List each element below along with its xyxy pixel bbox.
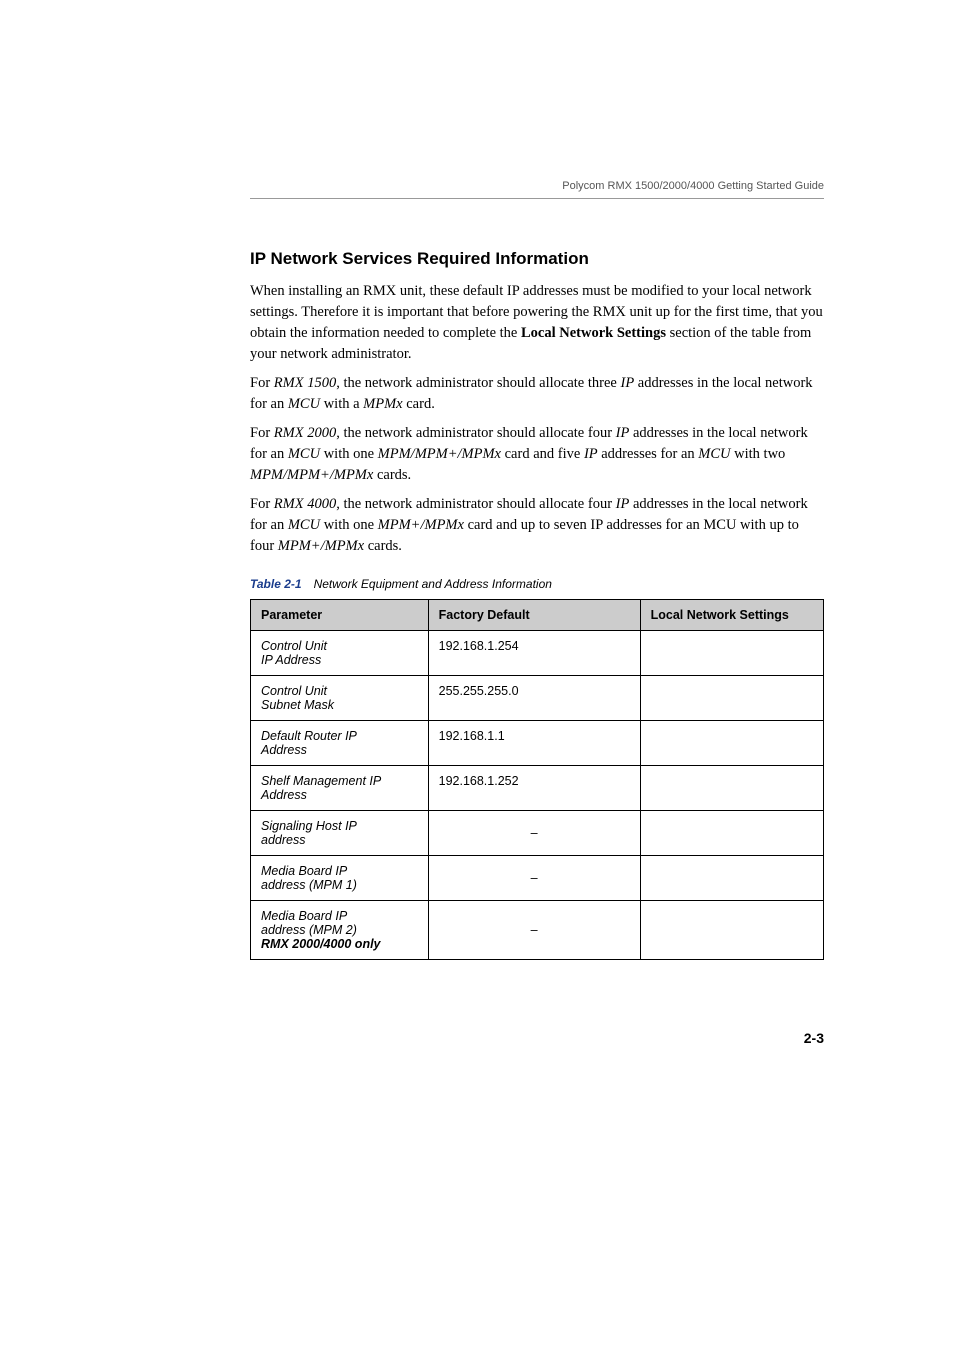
pa: Media Board IP xyxy=(261,864,347,878)
p3i6: MCU xyxy=(698,446,730,462)
pb: Address xyxy=(261,743,307,757)
p4d: with one xyxy=(320,517,378,533)
cell-local xyxy=(640,901,823,960)
header-rule xyxy=(250,198,824,199)
cell-local xyxy=(640,766,823,811)
table-caption: Table 2-1 Network Equipment and Address I… xyxy=(250,577,824,591)
cell-local xyxy=(640,676,823,721)
cell-default: 192.168.1.252 xyxy=(428,766,640,811)
th-parameter: Parameter xyxy=(251,600,429,631)
pa: Control Unit xyxy=(261,684,327,698)
pa: Shelf Management IP xyxy=(261,774,381,788)
cell-default: 255.255.255.0 xyxy=(428,676,640,721)
table-number: Table 2-1 xyxy=(250,577,302,591)
cell-default: – xyxy=(428,901,640,960)
p3a: For xyxy=(250,425,274,441)
pb: IP Address xyxy=(261,653,321,667)
table-row: Control Unit Subnet Mask 255.255.255.0 xyxy=(251,676,824,721)
cell-param: Control Unit Subnet Mask xyxy=(251,676,429,721)
th-factory-default: Factory Default xyxy=(428,600,640,631)
para-3: For RMX 2000, the network administrator … xyxy=(250,423,824,486)
p4i5: MPM+/MPMx xyxy=(278,538,364,554)
p3h: cards. xyxy=(373,467,411,483)
p2i2: IP xyxy=(620,375,634,391)
p3i5: IP xyxy=(584,446,598,462)
cell-param: Control Unit IP Address xyxy=(251,631,429,676)
p3i4: MPM/MPM+/MPMx xyxy=(378,446,501,462)
pb: address (MPM 2) xyxy=(261,923,357,937)
p4f: cards. xyxy=(364,538,402,554)
pb: Address xyxy=(261,788,307,802)
p2a: For xyxy=(250,375,274,391)
table-head: Parameter Factory Default Local Network … xyxy=(251,600,824,631)
p2e: card. xyxy=(403,396,435,412)
p2i3: MCU xyxy=(288,396,320,412)
table-row: Media Board IP address (MPM 2) RMX 2000/… xyxy=(251,901,824,960)
para-2: For RMX 1500, the network administrator … xyxy=(250,373,824,415)
p3i2: IP xyxy=(616,425,630,441)
cell-local xyxy=(640,856,823,901)
header: Polycom RMX 1500/2000/4000 Getting Start… xyxy=(250,180,824,199)
pb: Subnet Mask xyxy=(261,698,334,712)
cell-default: – xyxy=(428,856,640,901)
p2d: with a xyxy=(320,396,363,412)
cell-default: – xyxy=(428,811,640,856)
p4i3: MCU xyxy=(288,517,320,533)
p3i7: MPM/MPM+/MPMx xyxy=(250,467,373,483)
table-body: Control Unit IP Address 192.168.1.254 Co… xyxy=(251,631,824,960)
pb: address xyxy=(261,833,305,847)
page-number: 2-3 xyxy=(250,1030,824,1046)
network-table: Parameter Factory Default Local Network … xyxy=(250,599,824,960)
p4i4: MPM+/MPMx xyxy=(378,517,464,533)
p2b: , the network administrator should alloc… xyxy=(336,375,620,391)
p3d: with one xyxy=(320,446,378,462)
cell-param: Media Board IP address (MPM 2) RMX 2000/… xyxy=(251,901,429,960)
pb: address (MPM 1) xyxy=(261,878,357,892)
doc-title: Polycom RMX 1500/2000/4000 Getting Start… xyxy=(250,180,824,192)
p3f: addresses for an xyxy=(598,446,699,462)
table-title: Network Equipment and Address Informatio… xyxy=(314,577,552,591)
cell-local xyxy=(640,631,823,676)
cell-param: Signaling Host IP address xyxy=(251,811,429,856)
pa: Control Unit xyxy=(261,639,327,653)
para1-bold: Local Network Settings xyxy=(521,325,666,341)
section-heading: IP Network Services Required Information xyxy=(250,249,824,269)
p4a: For xyxy=(250,496,274,512)
p3b: , the network administrator should alloc… xyxy=(336,425,615,441)
p3i1: RMX 2000 xyxy=(274,425,336,441)
cell-local xyxy=(640,721,823,766)
p2i4: MPMx xyxy=(363,396,402,412)
table-row: Signaling Host IP address – xyxy=(251,811,824,856)
p3i3: MCU xyxy=(288,446,320,462)
table-header-row: Parameter Factory Default Local Network … xyxy=(251,600,824,631)
p4b: , the network administrator should alloc… xyxy=(336,496,615,512)
table-row: Media Board IP address (MPM 1) – xyxy=(251,856,824,901)
cell-param: Default Router IP Address xyxy=(251,721,429,766)
p4i2: IP xyxy=(616,496,630,512)
pc: RMX 2000/4000 only xyxy=(261,937,381,951)
p4i1: RMX 4000 xyxy=(274,496,336,512)
pa: Signaling Host IP xyxy=(261,819,357,833)
cell-local xyxy=(640,811,823,856)
p2i1: RMX 1500 xyxy=(274,375,336,391)
pa: Media Board IP xyxy=(261,909,347,923)
para-1: When installing an RMX unit, these defau… xyxy=(250,281,824,365)
para-4: For RMX 4000, the network administrator … xyxy=(250,494,824,557)
th-local-network: Local Network Settings xyxy=(640,600,823,631)
table-row: Shelf Management IP Address 192.168.1.25… xyxy=(251,766,824,811)
table-row: Control Unit IP Address 192.168.1.254 xyxy=(251,631,824,676)
cell-param: Media Board IP address (MPM 1) xyxy=(251,856,429,901)
p3e: card and five xyxy=(501,446,584,462)
cell-default: 192.168.1.1 xyxy=(428,721,640,766)
pa: Default Router IP xyxy=(261,729,357,743)
cell-param: Shelf Management IP Address xyxy=(251,766,429,811)
table-row: Default Router IP Address 192.168.1.1 xyxy=(251,721,824,766)
p3g: with two xyxy=(731,446,786,462)
page-container: Polycom RMX 1500/2000/4000 Getting Start… xyxy=(0,0,954,1136)
cell-default: 192.168.1.254 xyxy=(428,631,640,676)
